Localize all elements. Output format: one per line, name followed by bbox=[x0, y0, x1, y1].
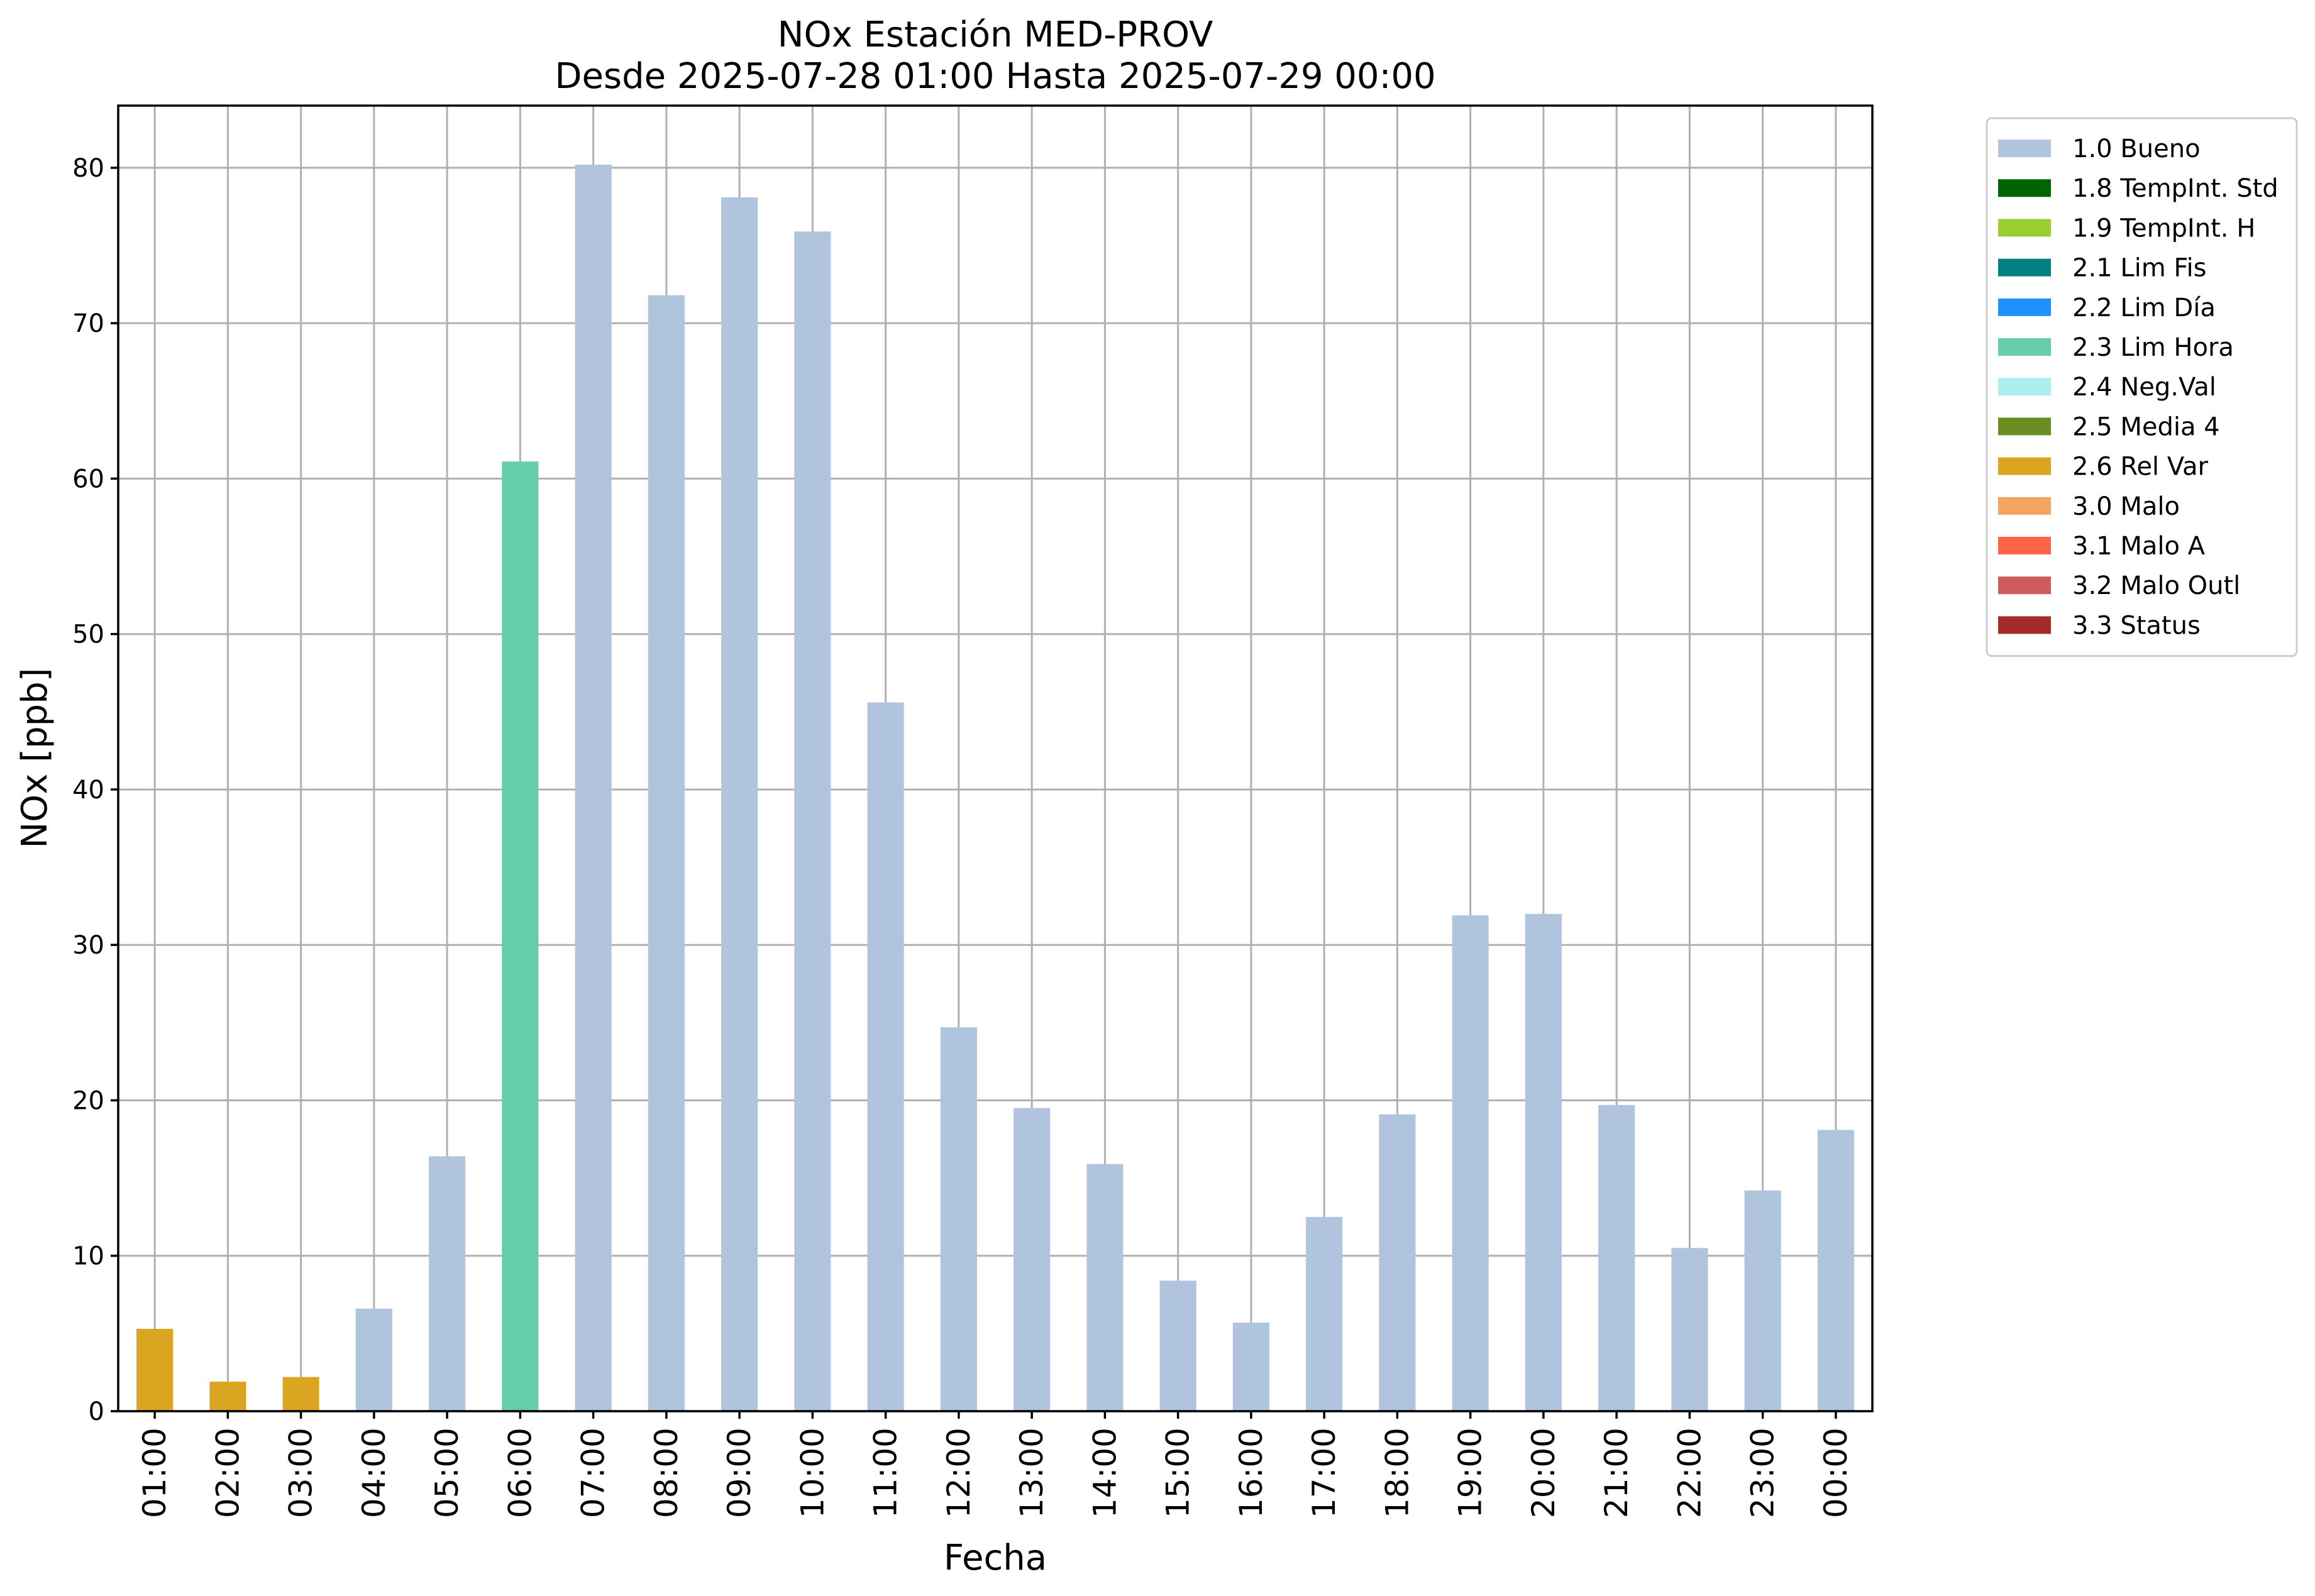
legend-swatch bbox=[1998, 338, 2051, 356]
legend-swatch bbox=[1998, 298, 2051, 316]
bar-0500 bbox=[429, 1156, 466, 1411]
bar-0600 bbox=[502, 461, 539, 1411]
y-tick-label: 0 bbox=[89, 1397, 104, 1426]
bar-1200 bbox=[940, 1027, 977, 1411]
legend-swatch bbox=[1998, 457, 2051, 475]
bar-1000 bbox=[794, 231, 831, 1412]
x-axis-label: Fecha bbox=[944, 1538, 1047, 1578]
bar-1900 bbox=[1452, 915, 1489, 1411]
bar-2000 bbox=[1525, 913, 1562, 1411]
legend: 1.0 Bueno 1.8 TempInt. Std 1.9 TempInt. H 2… bbox=[1986, 117, 2298, 658]
legend-swatch bbox=[1998, 497, 2051, 515]
y-tick-label: 40 bbox=[72, 776, 104, 805]
bar-1500 bbox=[1159, 1280, 1196, 1411]
y-tick-label: 50 bbox=[72, 620, 104, 649]
x-tick-label: 22:00 bbox=[1671, 1428, 1708, 1518]
x-tick-label: 06:00 bbox=[502, 1428, 538, 1518]
legend-entry: 3.3 Status bbox=[2072, 611, 2201, 640]
bar-2100 bbox=[1598, 1104, 1635, 1411]
legend-swatch bbox=[1998, 576, 2051, 595]
legend-swatch bbox=[1998, 417, 2051, 436]
legend-entry: 2.1 Lim Fis bbox=[2072, 254, 2206, 283]
bar-0300 bbox=[282, 1377, 319, 1411]
x-axis: 01:00 02:00 03:00 04:00 05:00 06:00 07:00 08:00… bbox=[136, 1411, 1854, 1518]
legend-entry: 2.3 Lim Hora bbox=[2072, 333, 2234, 362]
bar-0700 bbox=[575, 164, 612, 1412]
legend-swatch bbox=[1998, 140, 2051, 157]
x-tick-label: 00:00 bbox=[1818, 1428, 1854, 1518]
bar-1600 bbox=[1232, 1323, 1269, 1411]
legend-entry: 2.2 Lim Día bbox=[2072, 294, 2216, 322]
legend-swatch bbox=[1998, 179, 2051, 197]
bar-0400 bbox=[355, 1308, 392, 1411]
legend-swatch bbox=[1998, 378, 2051, 396]
bar-0900 bbox=[721, 197, 758, 1411]
y-tick-label: 20 bbox=[72, 1086, 104, 1115]
x-tick-label: 11:00 bbox=[868, 1428, 904, 1518]
x-tick-label: 21:00 bbox=[1598, 1428, 1635, 1518]
x-tick-label: 18:00 bbox=[1379, 1428, 1415, 1518]
legend-entry: 3.2 Malo Outl bbox=[2072, 571, 2240, 600]
x-tick-label: 16:00 bbox=[1233, 1428, 1269, 1518]
legend-swatch bbox=[1998, 219, 2051, 237]
y-tick-label: 10 bbox=[72, 1242, 104, 1271]
bar-2300 bbox=[1744, 1190, 1781, 1411]
legend-swatch bbox=[1998, 616, 2051, 634]
x-tick-label: 02:00 bbox=[209, 1428, 246, 1518]
x-tick-label: 15:00 bbox=[1160, 1428, 1196, 1518]
x-tick-label: 07:00 bbox=[575, 1428, 612, 1518]
bar-0100 bbox=[136, 1328, 174, 1411]
y-axis-label: NOx [ppb] bbox=[14, 668, 55, 848]
legend-swatch bbox=[1998, 258, 2051, 277]
x-tick-label: 23:00 bbox=[1745, 1428, 1781, 1518]
legend-entry: 3.1 Malo A bbox=[2072, 532, 2206, 561]
bar-1400 bbox=[1086, 1164, 1124, 1411]
y-axis: 0 10 20 30 40 50 60 70 80 bbox=[72, 154, 118, 1426]
x-tick-label: 14:00 bbox=[1086, 1428, 1123, 1518]
x-tick-label: 17:00 bbox=[1306, 1428, 1342, 1518]
bar-1300 bbox=[1014, 1108, 1051, 1411]
x-tick-label: 09:00 bbox=[721, 1428, 758, 1518]
legend-entry: 1.0 Bueno bbox=[2072, 135, 2201, 163]
chart-subtitle: Desde 2025-07-28 01:00 Hasta 2025-07-29 … bbox=[555, 56, 1435, 97]
legend-entry: 2.6 Rel Var bbox=[2072, 453, 2209, 482]
legend-entry: 1.9 TempInt. H bbox=[2072, 214, 2255, 243]
y-tick-label: 60 bbox=[72, 465, 104, 493]
bar-0200 bbox=[209, 1382, 246, 1411]
bar-0000 bbox=[1817, 1130, 1854, 1411]
bar-2200 bbox=[1671, 1248, 1708, 1411]
bar-1700 bbox=[1306, 1216, 1343, 1411]
legend-entry: 2.5 Media 4 bbox=[2072, 412, 2220, 441]
legend-entry: 2.4 Neg.Val bbox=[2072, 373, 2216, 402]
legend-entry: 1.8 TempInt. Std bbox=[2072, 174, 2279, 203]
x-tick-label: 04:00 bbox=[356, 1428, 392, 1518]
y-tick-label: 70 bbox=[72, 309, 104, 338]
x-tick-label: 12:00 bbox=[941, 1428, 977, 1518]
y-tick-label: 80 bbox=[72, 154, 104, 183]
legend-frame bbox=[1986, 117, 2298, 658]
y-tick-label: 30 bbox=[72, 931, 104, 960]
x-tick-label: 08:00 bbox=[648, 1428, 685, 1518]
bars bbox=[136, 164, 1854, 1412]
x-tick-label: 01:00 bbox=[136, 1428, 173, 1518]
plot-frame bbox=[117, 104, 1874, 1412]
x-tick-label: 03:00 bbox=[283, 1428, 319, 1518]
chart-title: NOx Estación MED-PROV bbox=[778, 14, 1213, 55]
x-tick-label: 05:00 bbox=[429, 1428, 465, 1518]
x-tick-label: 10:00 bbox=[794, 1428, 831, 1518]
bar-1800 bbox=[1379, 1114, 1416, 1411]
legend-entry: 3.0 Malo bbox=[2072, 492, 2180, 521]
x-tick-label: 13:00 bbox=[1014, 1428, 1050, 1518]
x-tick-label: 19:00 bbox=[1452, 1428, 1489, 1518]
x-tick-label: 20:00 bbox=[1525, 1428, 1562, 1518]
bar-0800 bbox=[648, 295, 685, 1411]
legend-swatch bbox=[1998, 537, 2051, 554]
bar-1100 bbox=[867, 702, 904, 1411]
